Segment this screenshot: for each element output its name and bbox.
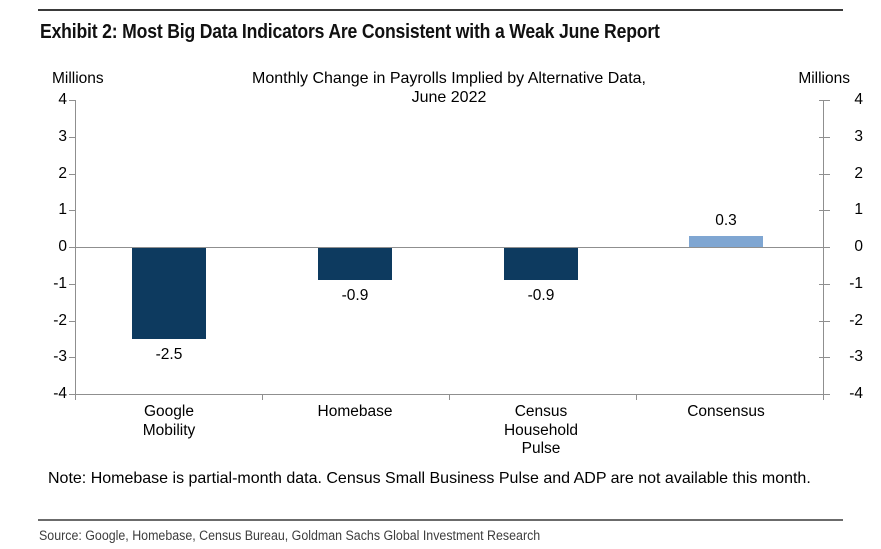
y-tick-left — [69, 210, 75, 211]
top-divider — [38, 9, 843, 11]
y-tick-left — [69, 357, 75, 358]
y-tick-left — [69, 284, 75, 285]
left-axis-unit-label: Millions — [52, 70, 104, 87]
y-tick-label-right: -3 — [849, 348, 863, 365]
x-tick — [823, 394, 824, 400]
y-tick-label-left: 3 — [58, 128, 67, 145]
zero-line — [75, 247, 823, 248]
y-tick-right — [819, 174, 830, 175]
y-tick-label-right: -1 — [849, 275, 863, 292]
y-tick-right — [819, 210, 830, 211]
y-tick-right — [819, 137, 830, 138]
bar-homebase — [318, 248, 392, 280]
y-tick-left — [69, 100, 75, 101]
y-tick-label-right: -4 — [849, 385, 863, 402]
x-category-label: Homebase — [275, 403, 435, 422]
x-category-label-line: Census — [514, 403, 568, 420]
y-tick-label-left: 1 — [58, 201, 67, 218]
y-tick-label-right: 2 — [854, 165, 863, 182]
y-tick-left — [69, 174, 75, 175]
exhibit-title: Exhibit 2: Most Big Data Indicators Are … — [40, 21, 660, 43]
chart-title-line1: Monthly Change in Payrolls Implied by Al… — [252, 70, 646, 87]
y-tick-right — [819, 247, 830, 248]
bar-value-label: -0.9 — [527, 287, 555, 304]
x-tick — [636, 394, 637, 400]
y-tick-label-left: -3 — [53, 348, 67, 365]
y-tick-right — [819, 284, 830, 285]
y-tick-label-right: 4 — [854, 91, 863, 108]
y-tick-label-left: 4 — [58, 91, 67, 108]
y-tick-label-left: -4 — [53, 385, 67, 402]
x-category-label-line: Household — [503, 421, 579, 439]
source-divider — [38, 519, 843, 521]
bar-value-label: 0.3 — [715, 212, 737, 229]
bar-google-mobility — [132, 248, 206, 339]
y-tick-right — [819, 357, 830, 358]
chart-note: Note: Homebase is partial-month data. Ce… — [48, 470, 811, 487]
x-category-label-line: Pulse — [521, 440, 561, 457]
x-category-label: Google Mobility — [89, 403, 249, 440]
chart-title: Monthly Change in Payrolls Implied by Al… — [75, 69, 823, 107]
y-tick-right — [819, 394, 830, 395]
y-tick-left — [69, 137, 75, 138]
y-tick-label-right: -2 — [849, 312, 863, 329]
bar-value-label: -0.9 — [341, 287, 369, 304]
y-tick-left — [69, 321, 75, 322]
x-tick — [449, 394, 450, 400]
bar-consensus — [689, 236, 763, 247]
y-tick-label-left: 2 — [58, 165, 67, 182]
y-tick-right — [819, 321, 830, 322]
bar-census-household-pulse — [504, 248, 578, 280]
x-tick — [75, 394, 76, 400]
y-tick-label-left: -1 — [53, 275, 67, 292]
x-category-label: Consensus — [646, 403, 806, 422]
y-tick-label-right: 3 — [854, 128, 863, 145]
x-category-label-line: Google — [144, 403, 194, 420]
y-tick-left — [69, 394, 75, 395]
y-tick-label-right: 1 — [854, 201, 863, 218]
x-category-label-line: Mobility — [142, 421, 196, 439]
x-category-label-line: Homebase — [317, 403, 393, 420]
x-tick — [262, 394, 263, 400]
y-tick-right — [819, 100, 830, 101]
y-tick-label-right: 0 — [854, 238, 863, 255]
y-tick-label-left: 0 — [58, 238, 67, 255]
bar-value-label: -2.5 — [155, 346, 183, 363]
y-tick-label-left: -2 — [53, 312, 67, 329]
source-line: Source: Google, Homebase, Census Bureau,… — [39, 528, 541, 543]
y-tick-left — [69, 247, 75, 248]
x-category-label-line: Consensus — [687, 403, 765, 420]
chart-title-line2: June 2022 — [411, 89, 487, 106]
x-category-label: Census Household Pulse — [461, 403, 621, 459]
right-axis-unit-label: Millions — [798, 70, 850, 87]
